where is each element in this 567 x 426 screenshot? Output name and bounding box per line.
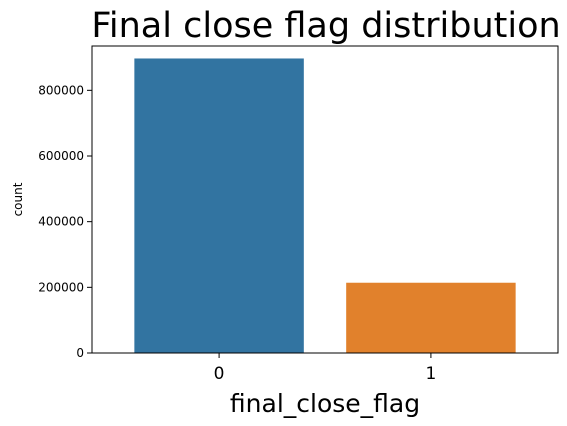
x-tick-label-0: 0 [214, 364, 225, 384]
bars-group [134, 58, 516, 354]
y-tick-label: 0 [76, 346, 84, 360]
y-axis-label: count [11, 182, 25, 216]
bar-0 [134, 58, 304, 354]
chart-title: Final close flag distribution [91, 6, 560, 46]
y-axis-ticks: 0 200000 400000 600000 800000 [38, 83, 92, 360]
x-axis-label: final_close_flag [230, 389, 420, 418]
x-tick-label-1: 1 [425, 364, 436, 384]
y-tick-label: 400000 [38, 215, 84, 229]
y-tick-label: 200000 [38, 280, 84, 294]
axes-frame [91, 45, 559, 354]
y-tick-label: 800000 [38, 83, 84, 97]
bar-1 [346, 282, 516, 353]
y-tick-label: 600000 [38, 149, 84, 163]
